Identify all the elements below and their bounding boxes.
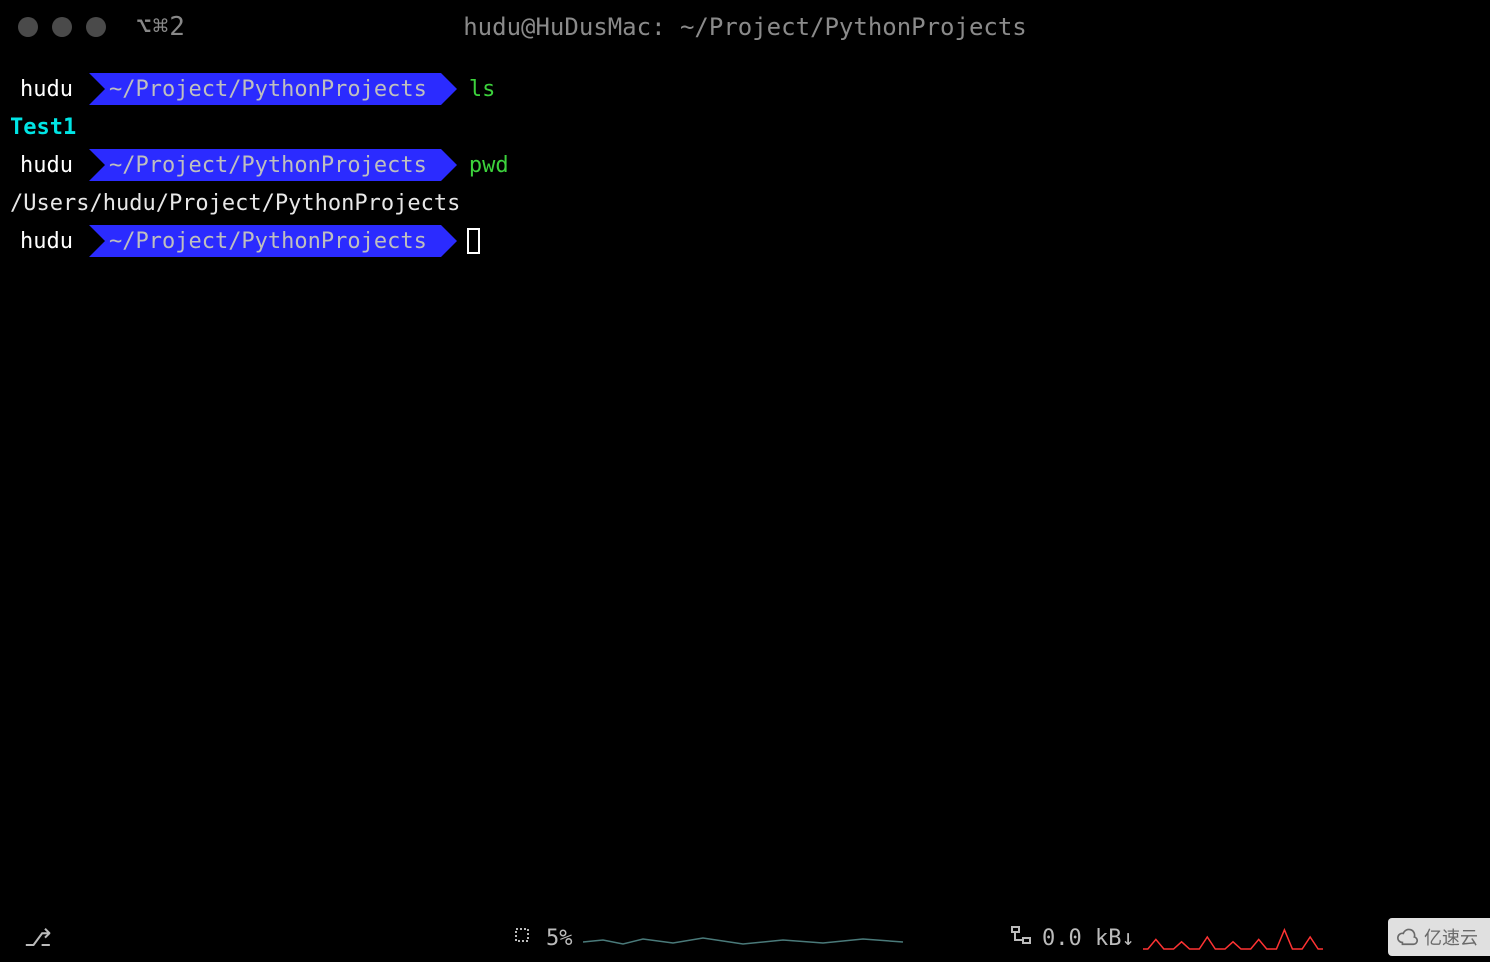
prompt-line: hudu ~/Project/PythonProjects [8, 222, 1482, 260]
cpu-icon [510, 923, 534, 953]
cloud-icon [1396, 926, 1418, 948]
prompt-user-segment: hudu [8, 225, 83, 257]
pwd-output: /Users/hudu/Project/PythonProjects [8, 191, 460, 216]
prompt-user-segment: hudu [8, 73, 83, 105]
git-branch-icon: ⎇ [24, 924, 52, 952]
traffic-lights [18, 17, 106, 37]
output-line: Test1 [8, 108, 1482, 146]
statusbar-left: ⎇ [10, 924, 52, 952]
terminal-area[interactable]: hudu ~/Project/PythonProjects ls Test1 h… [0, 54, 1490, 260]
network-graph [1143, 925, 1323, 951]
terminal-cursor [467, 228, 480, 254]
network-rate: 0.0 kB↓ [1042, 926, 1135, 951]
titlebar: ⌥⌘2 hudu@HuDusMac: ~/Project/PythonProje… [0, 0, 1490, 54]
minimize-button[interactable] [52, 17, 72, 37]
statusbar: ⎇ 5% 0.0 kB↓ [0, 914, 1490, 962]
prompt-path-segment: ~/Project/PythonProjects [89, 73, 441, 105]
command-text: ls [469, 77, 496, 102]
watermark: 亿速云 [1388, 918, 1490, 956]
prompt-path-segment: ~/Project/PythonProjects [89, 149, 441, 181]
close-button[interactable] [18, 17, 38, 37]
output-line: /Users/hudu/Project/PythonProjects [8, 184, 1482, 222]
statusbar-network: 0.0 kB↓ [1010, 924, 1323, 952]
cpu-wave-graph [583, 928, 913, 948]
watermark-text: 亿速云 [1424, 924, 1478, 950]
prompt-line: hudu ~/Project/PythonProjects pwd [8, 146, 1482, 184]
command-text: pwd [469, 153, 509, 178]
zoom-button[interactable] [86, 17, 106, 37]
prompt-user-segment: hudu [8, 149, 83, 181]
statusbar-cpu: 5% [510, 923, 913, 953]
prompt-line: hudu ~/Project/PythonProjects ls [8, 70, 1482, 108]
network-icon [1010, 924, 1032, 952]
window-title: hudu@HuDusMac: ~/Project/PythonProjects [463, 13, 1027, 41]
cpu-percent: 5% [546, 926, 573, 951]
prompt-path-segment: ~/Project/PythonProjects [89, 225, 441, 257]
tab-shortcut-hint: ⌥⌘2 [136, 12, 186, 42]
ls-output-dir: Test1 [8, 115, 76, 140]
cpu-wave-line [583, 938, 903, 944]
